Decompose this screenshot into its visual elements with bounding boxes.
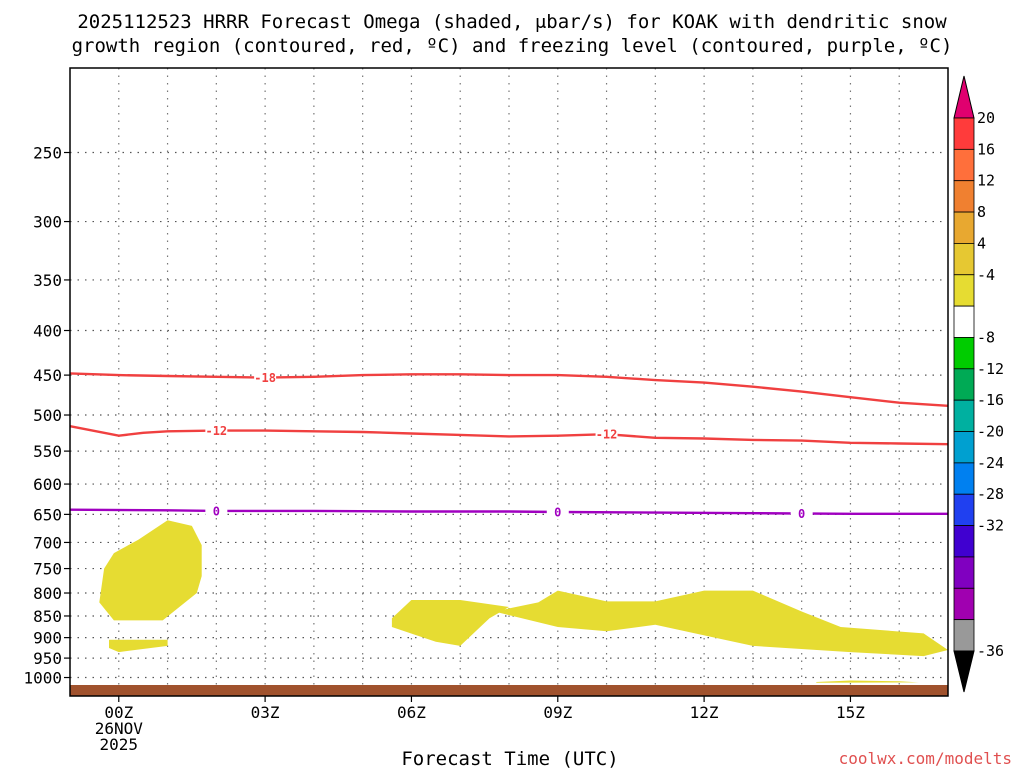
plot-frame bbox=[69, 67, 949, 697]
contour-label-bg-2-2 bbox=[595, 427, 618, 442]
x-tick-label-0-0: 00Z bbox=[104, 703, 133, 722]
y-tick-label-650: 650 bbox=[33, 505, 62, 524]
colorbar-label-9: -16 bbox=[977, 391, 1004, 409]
colorbar-segment-13 bbox=[953, 493, 975, 526]
colorbar-label-3: 12 bbox=[977, 172, 995, 190]
y-tick-label-250: 250 bbox=[33, 144, 62, 163]
contour-label-2-2: -12 bbox=[596, 428, 618, 442]
colorbar: 20 16 12 8 4 -4 -8 -12 -16 -20 -24 -28 -32 -36 bbox=[953, 75, 1004, 693]
contour-label-bg-3-1 bbox=[205, 503, 228, 518]
x-axis-title: Forecast Time (UTC) bbox=[401, 748, 618, 768]
colorbar-label-8: -12 bbox=[977, 360, 1004, 378]
colorbar-arrow-top bbox=[953, 75, 975, 119]
colorbar-label-2: 16 bbox=[977, 140, 995, 158]
contour-line-1 bbox=[69, 372, 949, 407]
contour-label-2-1: -12 bbox=[205, 424, 227, 438]
colorbar-segment-5 bbox=[953, 243, 975, 276]
colorbar-label-13: -32 bbox=[977, 517, 1004, 535]
y-tick-label-750: 750 bbox=[33, 560, 62, 579]
y-tick-label-850: 850 bbox=[33, 607, 62, 626]
colorbar-segment-10 bbox=[953, 399, 975, 432]
contour-label-1-1: -18 bbox=[254, 371, 276, 385]
colorbar-label-11: -24 bbox=[977, 454, 1004, 472]
contour-label-3-3: 0 bbox=[798, 507, 805, 521]
y-tick-label-700: 700 bbox=[33, 533, 62, 552]
y-tick-label-1000: 1000 bbox=[23, 669, 62, 688]
colorbar-label-5: 4 bbox=[977, 234, 986, 252]
colorbar-segment-17 bbox=[953, 619, 975, 652]
colorbar-label-10: -20 bbox=[977, 423, 1004, 441]
colorbar-segment-16 bbox=[953, 587, 975, 621]
omega-region-3 bbox=[391, 600, 509, 646]
contour-label-bg-3-3 bbox=[790, 506, 813, 521]
y-axis-ticks: 250 300 350 400 450 500 550 600 650 700 750 800 850 9… bbox=[23, 144, 70, 688]
colorbar-segment-7 bbox=[953, 305, 975, 338]
x-tick-label-0-1: 26NOV bbox=[95, 719, 144, 738]
plot-area bbox=[70, 68, 948, 696]
omega-region-4 bbox=[494, 590, 948, 657]
y-tick-label-800: 800 bbox=[33, 584, 62, 603]
y-tick-label-950: 950 bbox=[33, 649, 62, 668]
colorbar-segment-11 bbox=[953, 431, 975, 464]
source-credit: coolwx.com/modelts bbox=[839, 749, 1012, 768]
colorbar-label-6: -4 bbox=[977, 266, 995, 284]
omega-shaded-regions bbox=[99, 520, 948, 683]
y-tick-label-400: 400 bbox=[33, 322, 62, 341]
colorbar-segment-6 bbox=[953, 274, 975, 307]
contour-line-2 bbox=[69, 425, 949, 446]
colorbar-label-12: -28 bbox=[977, 485, 1004, 503]
colorbar-segment-15 bbox=[953, 556, 975, 589]
colorbar-segment-1 bbox=[953, 117, 975, 150]
y-tick-label-350: 350 bbox=[33, 271, 62, 290]
ground-bar bbox=[70, 685, 948, 696]
x-tick-label-1-0: 03Z bbox=[251, 703, 280, 722]
contour-label-3-2: 0 bbox=[554, 506, 561, 520]
x-tick-label-5-0: 15Z bbox=[836, 703, 865, 722]
colorbar-segment-3 bbox=[953, 180, 975, 213]
contour-label-3-1: 0 bbox=[213, 504, 220, 518]
y-tick-label-900: 900 bbox=[33, 629, 62, 648]
colorbar-segment-2 bbox=[953, 148, 975, 182]
colorbar-label-1: 20 bbox=[977, 109, 995, 127]
chart-title: 2025112523 HRRR Forecast Omega (shaded, … bbox=[72, 11, 953, 57]
colorbar-segment-12 bbox=[953, 462, 975, 495]
plot-background bbox=[70, 68, 948, 696]
y-tick-label-550: 550 bbox=[33, 442, 62, 461]
ground-surface bbox=[70, 685, 948, 696]
chart-title-line-2: growth region (contoured, red, ºC) and f… bbox=[72, 35, 953, 57]
omega-region-5 bbox=[816, 680, 919, 683]
contour-line-3 bbox=[69, 508, 948, 515]
x-tick-label-2-0: 06Z bbox=[397, 703, 426, 722]
contour-label-bg-1-1 bbox=[254, 370, 277, 385]
colorbar-label-14: -36 bbox=[977, 642, 1004, 660]
y-tick-label-300: 300 bbox=[33, 213, 62, 232]
y-tick-label-500: 500 bbox=[33, 406, 62, 425]
plot-border bbox=[69, 67, 949, 697]
x-tick-label-3-0: 09Z bbox=[543, 703, 572, 722]
omega-region-2 bbox=[109, 639, 168, 653]
colorbar-label-4: 8 bbox=[977, 203, 986, 221]
temperature-contours: -18 -12 -12 0 0 0 bbox=[69, 370, 949, 521]
colorbar-label-7: -8 bbox=[977, 328, 995, 346]
omega-region-1 bbox=[99, 520, 202, 621]
y-tick-label-450: 450 bbox=[33, 366, 62, 385]
x-tick-label-0-2: 2025 bbox=[100, 735, 139, 754]
y-tick-label-600: 600 bbox=[33, 475, 62, 494]
contour-label-bg-3-2 bbox=[546, 505, 569, 520]
colorbar-segment-14 bbox=[953, 525, 975, 558]
colorbar-arrow-bottom bbox=[953, 650, 975, 693]
x-tick-label-4-0: 12Z bbox=[690, 703, 719, 722]
colorbar-segment-9 bbox=[953, 368, 975, 401]
colorbar-segment-8 bbox=[953, 337, 975, 370]
chart-title-line-1: 2025112523 HRRR Forecast Omega (shaded, … bbox=[77, 11, 947, 33]
colorbar-segment-4 bbox=[953, 211, 975, 244]
contour-label-bg-2-1 bbox=[205, 423, 228, 438]
